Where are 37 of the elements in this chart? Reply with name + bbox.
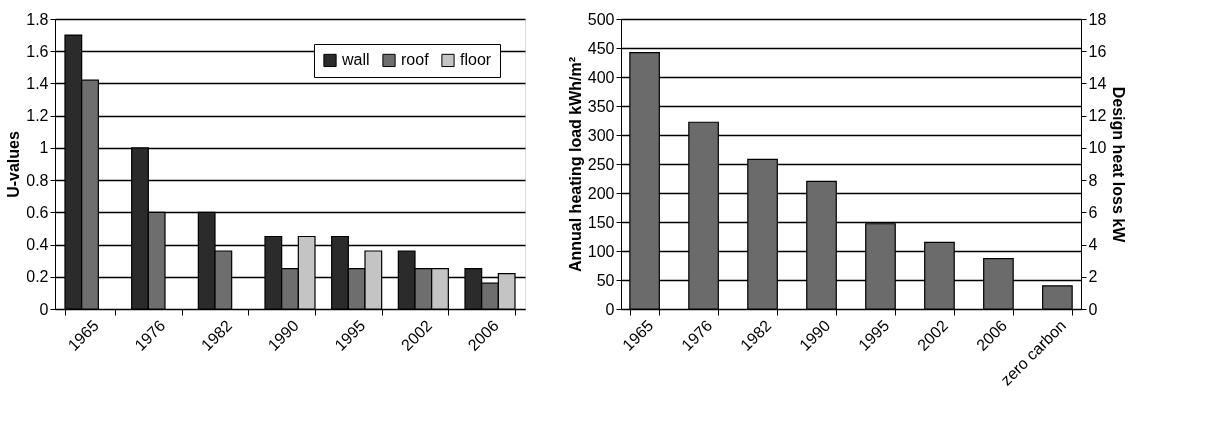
y-tick-label: 0 bbox=[605, 300, 615, 318]
y2-tick-label: 16 bbox=[1088, 42, 1107, 60]
y-tick-label: 1.2 bbox=[26, 107, 49, 125]
y-tick-label: 300 bbox=[587, 126, 615, 144]
y-tick-label: 1.4 bbox=[26, 74, 49, 92]
y-tick-label: 1.8 bbox=[26, 10, 49, 28]
y2-tick-label: 18 bbox=[1088, 10, 1107, 28]
y2-tick-label: 0 bbox=[1088, 300, 1098, 318]
y2-tick-label: 8 bbox=[1088, 171, 1098, 189]
y-tick-label: 200 bbox=[587, 184, 615, 202]
y-tick-label: 150 bbox=[587, 213, 615, 231]
y-tick-label: 1 bbox=[39, 139, 49, 157]
y2-axis-title: Design heat loss kW bbox=[1110, 86, 1128, 244]
y-tick-label: 0.8 bbox=[26, 171, 49, 189]
y-tick-label: 1.6 bbox=[26, 42, 49, 60]
y-axis-title: Annual heating load kWh/m² bbox=[566, 56, 584, 273]
y-tick-label: 0.6 bbox=[26, 203, 49, 221]
y-tick-label: 0 bbox=[39, 300, 49, 318]
legend-label: floor bbox=[460, 51, 492, 69]
y2-tick-label: 12 bbox=[1088, 107, 1107, 125]
y-tick-label: 50 bbox=[596, 271, 615, 289]
y2-tick-label: 14 bbox=[1088, 74, 1107, 92]
y-tick-label: 0.2 bbox=[26, 268, 49, 286]
y-tick-label: 250 bbox=[587, 155, 615, 173]
legend-label: wall bbox=[341, 51, 370, 69]
y2-tick-label: 2 bbox=[1088, 268, 1098, 286]
y2-tick-label: 10 bbox=[1088, 139, 1107, 157]
y2-tick-label: 4 bbox=[1088, 236, 1098, 254]
y-tick-label: 0.4 bbox=[26, 236, 49, 254]
y-tick-label: 500 bbox=[587, 10, 615, 28]
y-tick-label: 450 bbox=[587, 39, 615, 57]
legend-label: roof bbox=[401, 51, 430, 69]
y-tick-label: 400 bbox=[587, 68, 615, 86]
y2-tick-label: 6 bbox=[1088, 203, 1098, 221]
y-tick-label: 350 bbox=[587, 97, 615, 115]
y-tick-label: 100 bbox=[587, 242, 615, 260]
y-axis-title: U-values bbox=[5, 131, 23, 198]
